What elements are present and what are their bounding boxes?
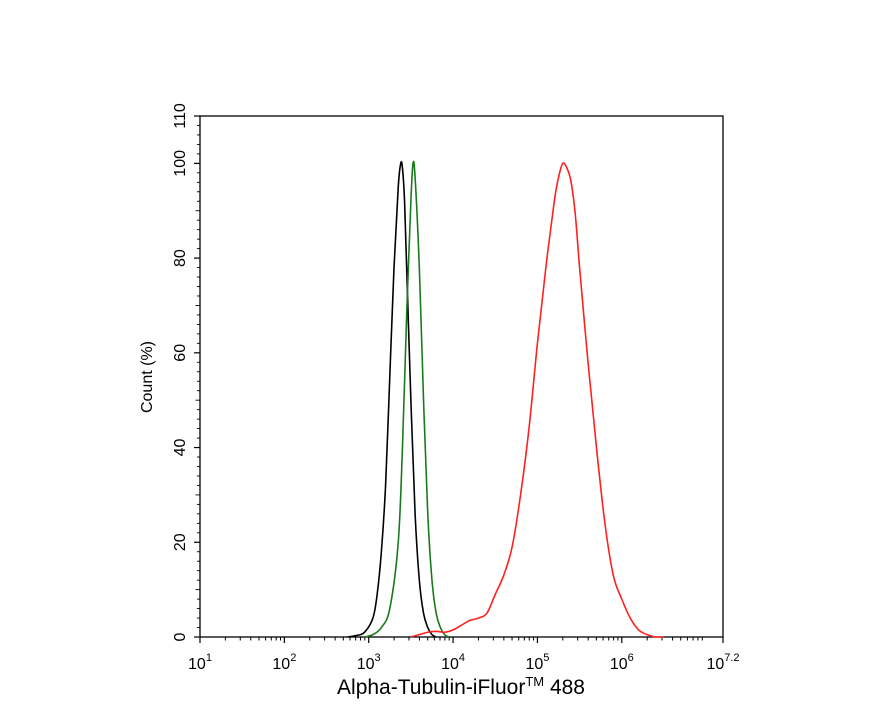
x-tick-label-base: 10 <box>525 656 543 673</box>
x-axis-title-suffix: 488 <box>544 676 585 699</box>
x-tick-label: 102 <box>272 652 296 673</box>
x-tick-label-base: 10 <box>272 656 290 673</box>
x-tick-label-exponent: 6 <box>628 652 634 664</box>
histogram-series-1 <box>347 161 437 638</box>
y-axis-title: Count (%) <box>139 341 156 413</box>
x-tick-label: 103 <box>357 652 381 673</box>
x-tick-label-base: 10 <box>441 656 459 673</box>
x-tick-label: 101 <box>188 652 212 673</box>
x-tick-label-base: 10 <box>357 656 375 673</box>
x-axis-title-superscript: TM <box>525 674 544 689</box>
y-tick-label: 110 <box>172 103 189 129</box>
x-tick-label-exponent: 7.2 <box>724 652 739 664</box>
y-tick-label: 100 <box>172 150 189 177</box>
x-axis-title-main: Alpha-Tubulin-iFluor <box>337 676 525 699</box>
x-tick-label-exponent: 4 <box>459 652 465 664</box>
x-tick-label-exponent: 3 <box>375 652 381 664</box>
x-tick-label: 105 <box>525 652 549 673</box>
histogram-series-group <box>347 160 664 638</box>
x-tick-label-base: 10 <box>188 656 206 673</box>
y-tick-label: 0 <box>172 632 189 641</box>
x-tick-label: 104 <box>441 652 465 673</box>
x-tick-label-base: 10 <box>706 656 724 673</box>
histogram-series-3 <box>410 162 664 638</box>
histogram-series-2 <box>364 160 450 638</box>
y-tick-label: 20 <box>172 533 189 551</box>
x-tick-label-exponent: 1 <box>206 652 212 664</box>
y-tick-label: 40 <box>172 439 189 457</box>
x-tick-label-exponent: 2 <box>290 652 296 664</box>
plot-frame <box>199 115 724 638</box>
y-tick-label: 80 <box>172 249 189 267</box>
y-axis-ticks: 0 20 40 60 80 100 110 <box>172 103 200 641</box>
x-axis-ticks: 101 102 103 104 105 106 107.2 <box>188 637 740 673</box>
x-tick-label: 106 <box>610 652 634 673</box>
x-tick-label: 107.2 <box>706 652 739 673</box>
x-axis-title: Alpha-Tubulin-iFluorTM 488 <box>337 674 585 699</box>
x-tick-label-exponent: 5 <box>543 652 549 664</box>
y-tick-label: 60 <box>172 344 189 362</box>
x-tick-label-base: 10 <box>610 656 628 673</box>
